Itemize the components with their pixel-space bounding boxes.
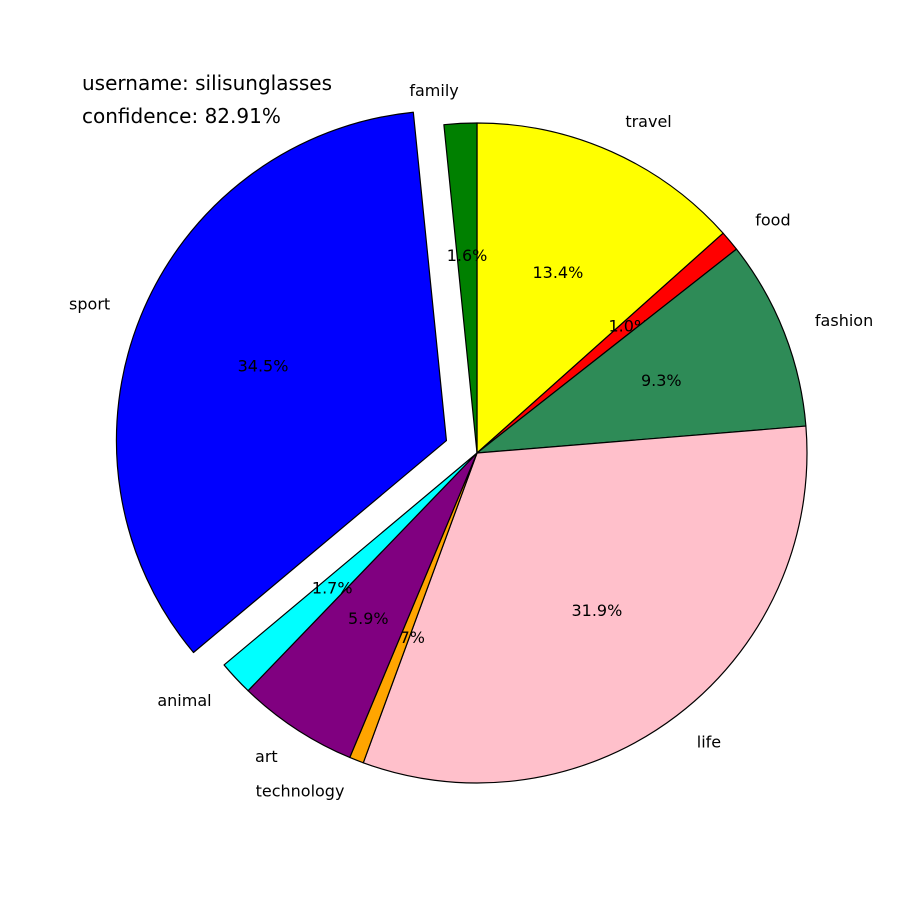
- category-label-fashion: fashion: [815, 311, 873, 330]
- pie-slice-fashion: [476, 248, 807, 454]
- pct-label-art: 5.9%: [348, 609, 389, 628]
- confidence-text: confidence: 82.91%: [82, 104, 281, 128]
- pct-label-animal: 1.7%: [312, 579, 353, 598]
- category-label-art: art: [255, 747, 278, 766]
- pct-label-travel: 13.4%: [532, 263, 583, 282]
- username-text: username: silisunglasses: [82, 71, 333, 95]
- pct-label-fashion: 9.3%: [641, 371, 682, 390]
- pie-slice-sport: [115, 111, 448, 654]
- pct-label-sport: 34.5%: [238, 356, 289, 375]
- category-label-life: life: [697, 732, 721, 751]
- pie-slice-art: [247, 452, 478, 759]
- pie-slice-family: [443, 122, 478, 454]
- category-label-food: food: [755, 210, 790, 229]
- category-label-family: family: [409, 81, 458, 100]
- category-label-animal: animal: [157, 691, 211, 710]
- pct-label-life: 31.9%: [571, 601, 622, 620]
- pct-label-family: 1.6%: [447, 246, 488, 265]
- pie-slice-travel: [476, 122, 724, 454]
- pie-slice-animal: [223, 452, 478, 692]
- category-label-travel: travel: [625, 112, 671, 131]
- pie-slice-life: [362, 425, 808, 784]
- category-label-technology: technology: [256, 781, 345, 800]
- category-label-sport: sport: [69, 294, 110, 313]
